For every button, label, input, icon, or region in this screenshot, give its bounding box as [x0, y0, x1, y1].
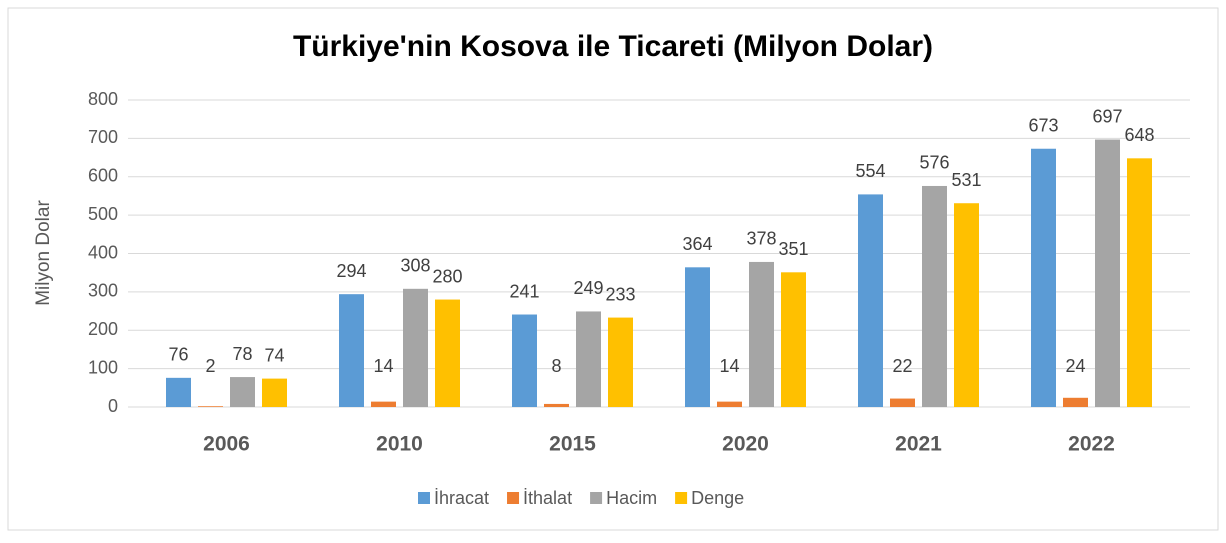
- data-label: 294: [336, 261, 366, 281]
- x-tick-label: 2021: [895, 433, 942, 456]
- y-tick-label: 400: [88, 242, 118, 262]
- data-label: 378: [746, 229, 776, 249]
- bar: [749, 261, 774, 407]
- data-label: 14: [373, 356, 393, 376]
- legend-swatch: [507, 492, 520, 504]
- x-tick-label: 2010: [376, 433, 423, 456]
- data-label: 74: [264, 345, 284, 365]
- bar: [685, 267, 710, 407]
- data-label: 233: [605, 284, 635, 304]
- data-label: 22: [892, 356, 912, 376]
- chart-frame: [7, 7, 1219, 531]
- y-tick-label: 700: [88, 127, 118, 147]
- bar: [1031, 148, 1056, 407]
- bar: [954, 203, 979, 407]
- bar: [576, 311, 601, 407]
- data-label: 673: [1028, 115, 1058, 135]
- data-label: 2: [205, 356, 215, 376]
- data-label: 308: [400, 256, 430, 276]
- bar: [922, 185, 947, 407]
- y-tick-label: 800: [88, 89, 118, 109]
- data-label: 249: [573, 278, 603, 298]
- data-label: 24: [1065, 356, 1085, 376]
- data-label: 554: [855, 161, 885, 181]
- legend-label: Hacim: [606, 488, 657, 508]
- y-tick-label: 600: [88, 166, 118, 186]
- y-tick-label: 0: [108, 396, 118, 416]
- data-label: 14: [719, 356, 739, 376]
- y-tick-label: 300: [88, 281, 118, 301]
- data-label: 364: [682, 234, 712, 254]
- bar: [230, 377, 255, 407]
- data-label: 280: [432, 266, 462, 286]
- bar: [781, 272, 806, 407]
- bar: [858, 194, 883, 407]
- bar: [717, 401, 742, 407]
- bar: [1095, 139, 1120, 407]
- data-label: 648: [1124, 125, 1154, 145]
- data-label: 78: [232, 344, 252, 364]
- bar: [435, 299, 460, 407]
- bar: [544, 403, 569, 407]
- legend-swatch: [418, 492, 430, 504]
- x-tick-label: 2022: [1068, 433, 1115, 456]
- data-label: 351: [778, 239, 808, 259]
- bar: [890, 398, 915, 407]
- x-tick-label: 2015: [549, 433, 596, 456]
- x-tick-label: 2006: [203, 433, 250, 456]
- bar: [403, 288, 428, 407]
- bar: [262, 378, 287, 407]
- data-label: 576: [919, 153, 949, 173]
- y-tick-label: 500: [88, 204, 118, 224]
- chart-title: Türkiye'nin Kosova ile Ticareti (Milyon …: [293, 30, 933, 63]
- bar: [608, 317, 633, 407]
- bar: [1127, 158, 1152, 407]
- y-tick-label: 200: [88, 319, 118, 339]
- y-tick-label: 100: [88, 357, 118, 377]
- data-label: 241: [509, 281, 539, 301]
- legend-swatch: [590, 492, 603, 504]
- legend-label: İhracat: [434, 488, 489, 508]
- legend-swatch: [675, 492, 688, 504]
- bar: [166, 377, 191, 407]
- legend-label: İthalat: [523, 488, 572, 508]
- data-label: 8: [551, 356, 561, 376]
- x-tick-label: 2020: [722, 433, 769, 456]
- bar: [1063, 397, 1088, 407]
- legend-label: Denge: [691, 488, 744, 508]
- y-axis-label: Milyon Dolar: [33, 200, 54, 306]
- data-label: 531: [951, 170, 981, 190]
- data-label: 697: [1092, 106, 1122, 126]
- bar: [512, 314, 537, 407]
- bar: [198, 406, 223, 407]
- bar: [339, 294, 364, 407]
- data-label: 76: [168, 345, 188, 365]
- bar: [371, 401, 396, 407]
